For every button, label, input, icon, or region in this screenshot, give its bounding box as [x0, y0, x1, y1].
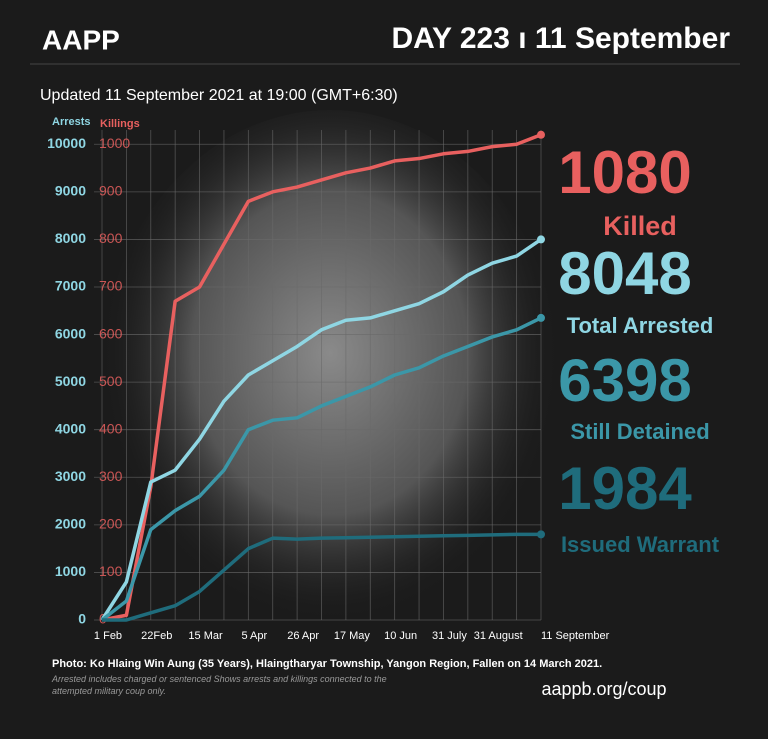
series-line — [100, 237, 542, 621]
y-axis-label: Arrests — [52, 116, 91, 128]
stat-label: Still Detained — [570, 419, 709, 444]
y-tick-label: 2000 — [55, 516, 86, 532]
photo-caption: Photo: Ko Hlaing Win Aung (35 Years), Hl… — [52, 658, 602, 670]
photo-background — [100, 110, 560, 650]
series-line — [100, 316, 542, 622]
y-tick-label: 1000 — [55, 563, 86, 579]
end-dot — [537, 313, 545, 322]
org-name: AAPP — [42, 24, 120, 55]
y2-tick-label: 400 — [99, 420, 123, 436]
x-tick-label: 31 July — [432, 630, 467, 642]
y-tick-label: 10000 — [47, 135, 86, 151]
updated: Updated 11 September 2021 at 19:00 (GMT+… — [40, 87, 398, 104]
y2-tick-label: 100 — [99, 563, 123, 579]
note: Arrested includes charged or sentenced S… — [52, 674, 387, 696]
y-tick-label: 7000 — [55, 278, 86, 294]
y-tick-label: 4000 — [55, 420, 86, 436]
x-tick-label: 26 Apr — [287, 630, 319, 642]
stat-label: Issued Warrant — [561, 532, 720, 557]
y-tick-label: 6000 — [55, 325, 86, 341]
y-tick-label: 0 — [78, 611, 86, 627]
x-tick-label: 11 September — [541, 630, 610, 642]
y-tick-label: 3000 — [55, 468, 86, 484]
x-tick-label: 22Feb — [141, 630, 172, 642]
stat-value: 6398 — [558, 347, 691, 414]
y-tick-label: 5000 — [55, 373, 86, 389]
stat-label: Killed — [603, 211, 677, 241]
stat-label: Total Arrested — [567, 313, 714, 338]
x-tick-label: 15 Mar — [188, 630, 223, 642]
y-tick-label: 8000 — [55, 230, 86, 246]
day-title: DAY 223 ı 11 September — [391, 22, 730, 55]
y2-tick-label: 700 — [99, 278, 123, 294]
x-tick-label: 31 August — [474, 630, 523, 642]
x-tick-label: 1 Feb — [94, 630, 122, 642]
end-dot — [537, 235, 545, 244]
stat-value: 8048 — [558, 240, 691, 307]
y2-tick-label: 900 — [99, 183, 123, 199]
y2-tick-label: 800 — [99, 230, 123, 246]
y-tick-label: 9000 — [55, 183, 86, 199]
x-tick-label: 5 Apr — [241, 630, 267, 642]
y2-tick-label: 1000 — [99, 135, 130, 151]
end-dot — [537, 130, 545, 139]
stat-value: 1984 — [558, 455, 692, 522]
x-tick-label: 10 Jun — [384, 630, 417, 642]
y2-axis-label: Killings — [100, 118, 140, 130]
y2-tick-label: 300 — [99, 468, 123, 484]
url: aappb.org/coup — [541, 679, 666, 699]
stat-value: 1080 — [558, 139, 691, 206]
y2-tick-label: 600 — [99, 325, 123, 341]
x-tick-label: 17 May — [334, 630, 371, 642]
series-line — [102, 532, 541, 622]
series-line — [101, 133, 542, 622]
y2-tick-label: 200 — [99, 516, 123, 532]
y2-tick-label: 500 — [99, 373, 123, 389]
end-dot — [537, 530, 545, 539]
